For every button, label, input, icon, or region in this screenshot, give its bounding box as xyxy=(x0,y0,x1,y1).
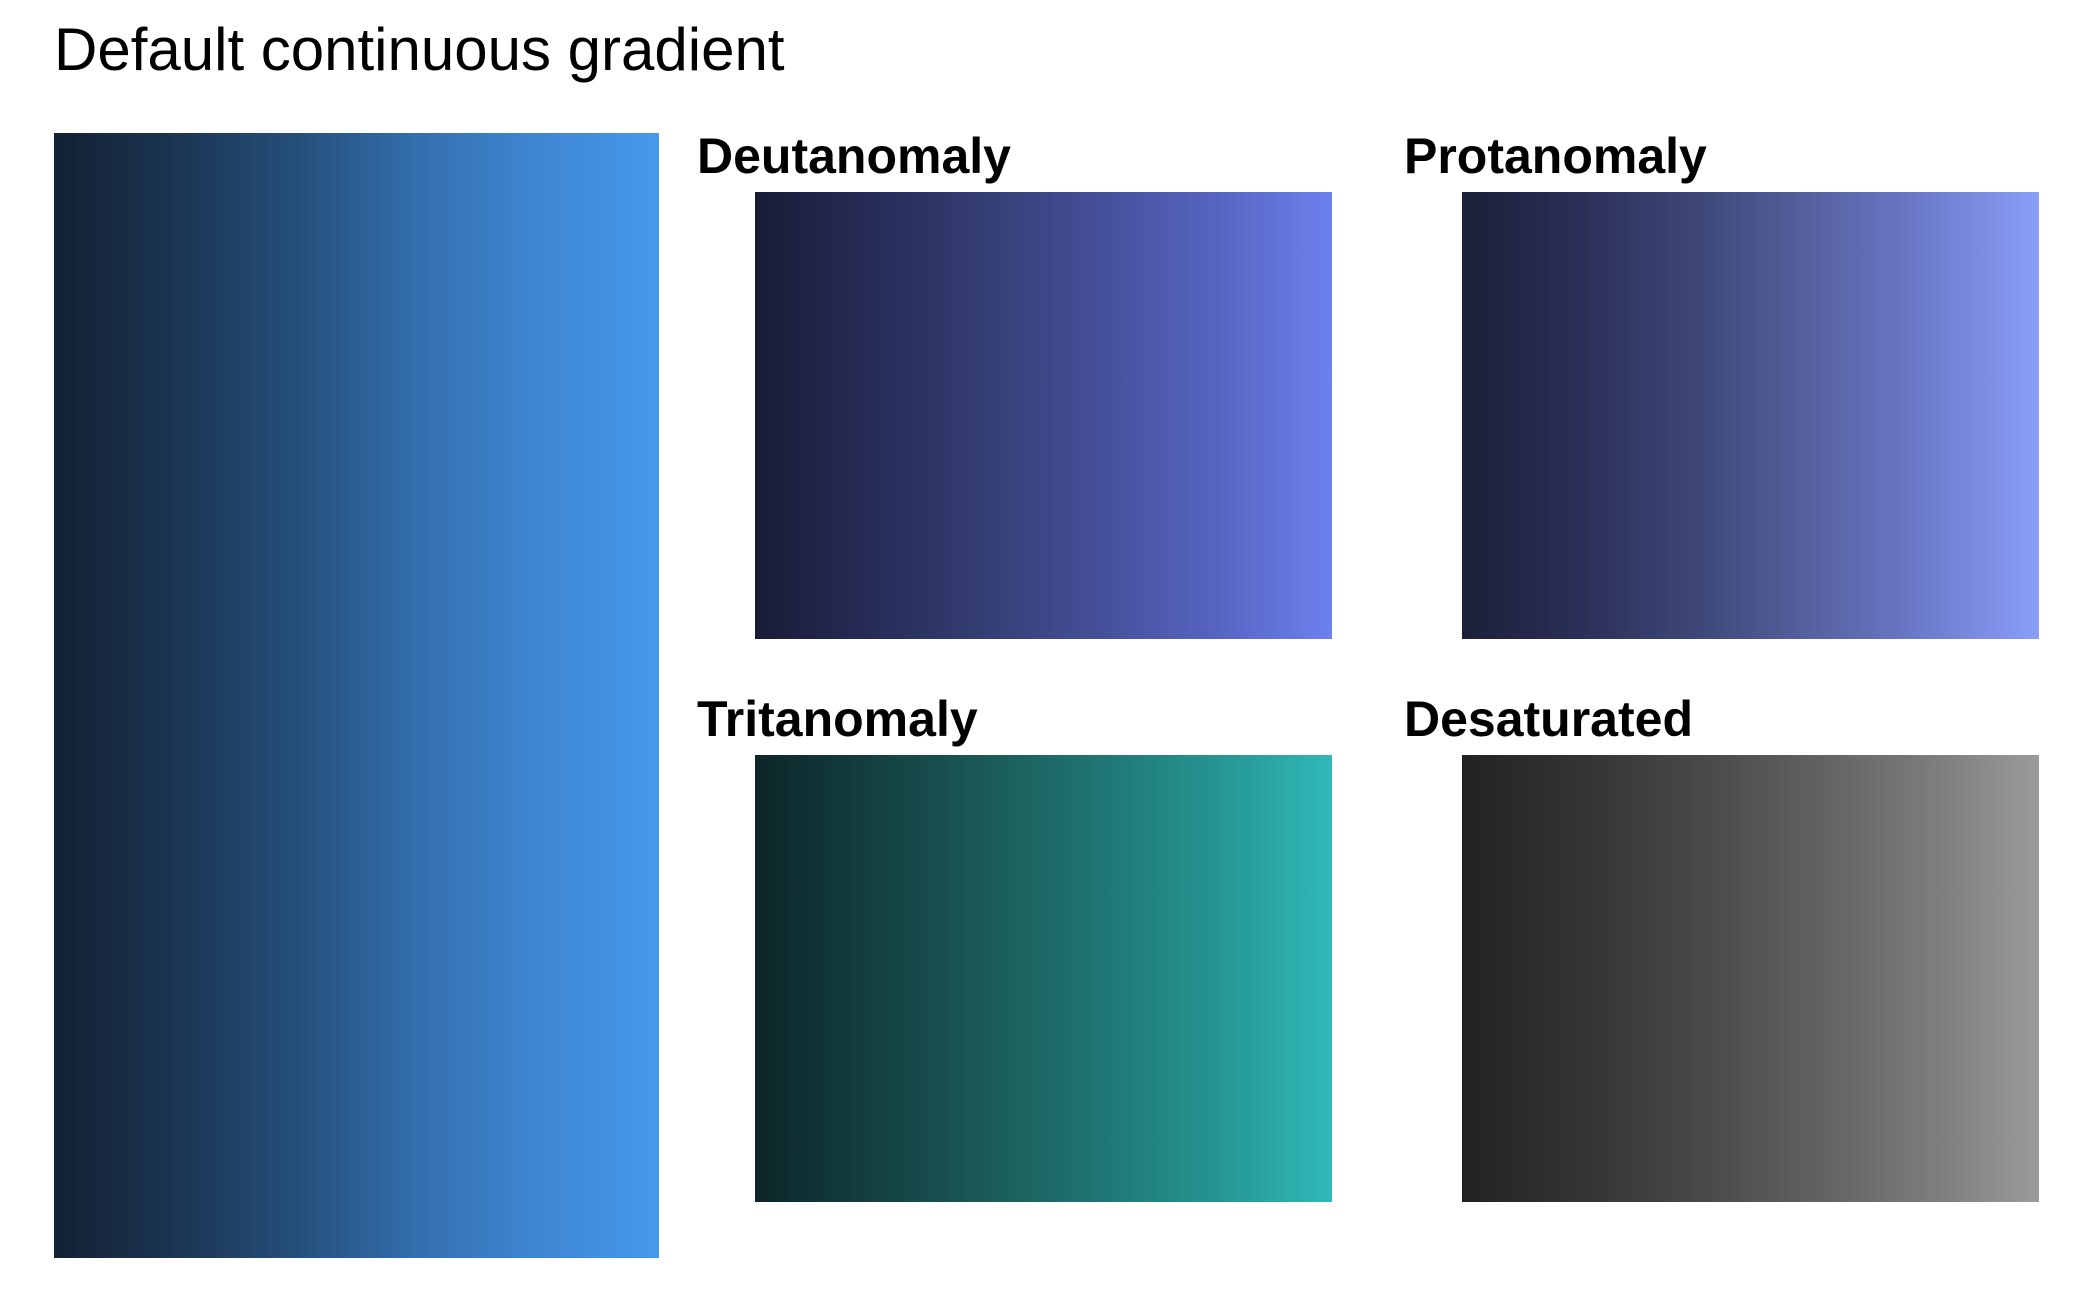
panel-label-deutanomaly: Deutanomaly xyxy=(697,128,1011,184)
panel-label-tritanomaly: Tritanomaly xyxy=(697,691,978,747)
panel-label-desaturated: Desaturated xyxy=(1404,691,1693,747)
desaturated-gradient-swatch xyxy=(1462,755,2039,1202)
tritanomaly-gradient-swatch xyxy=(755,755,1332,1202)
panel-label-protanomaly: Protanomaly xyxy=(1404,128,1707,184)
protanomaly-gradient-swatch xyxy=(1462,192,2039,639)
chart-title: Default continuous gradient xyxy=(54,16,785,83)
deutanomaly-gradient-swatch xyxy=(755,192,1332,639)
main-gradient-swatch xyxy=(54,133,659,1258)
